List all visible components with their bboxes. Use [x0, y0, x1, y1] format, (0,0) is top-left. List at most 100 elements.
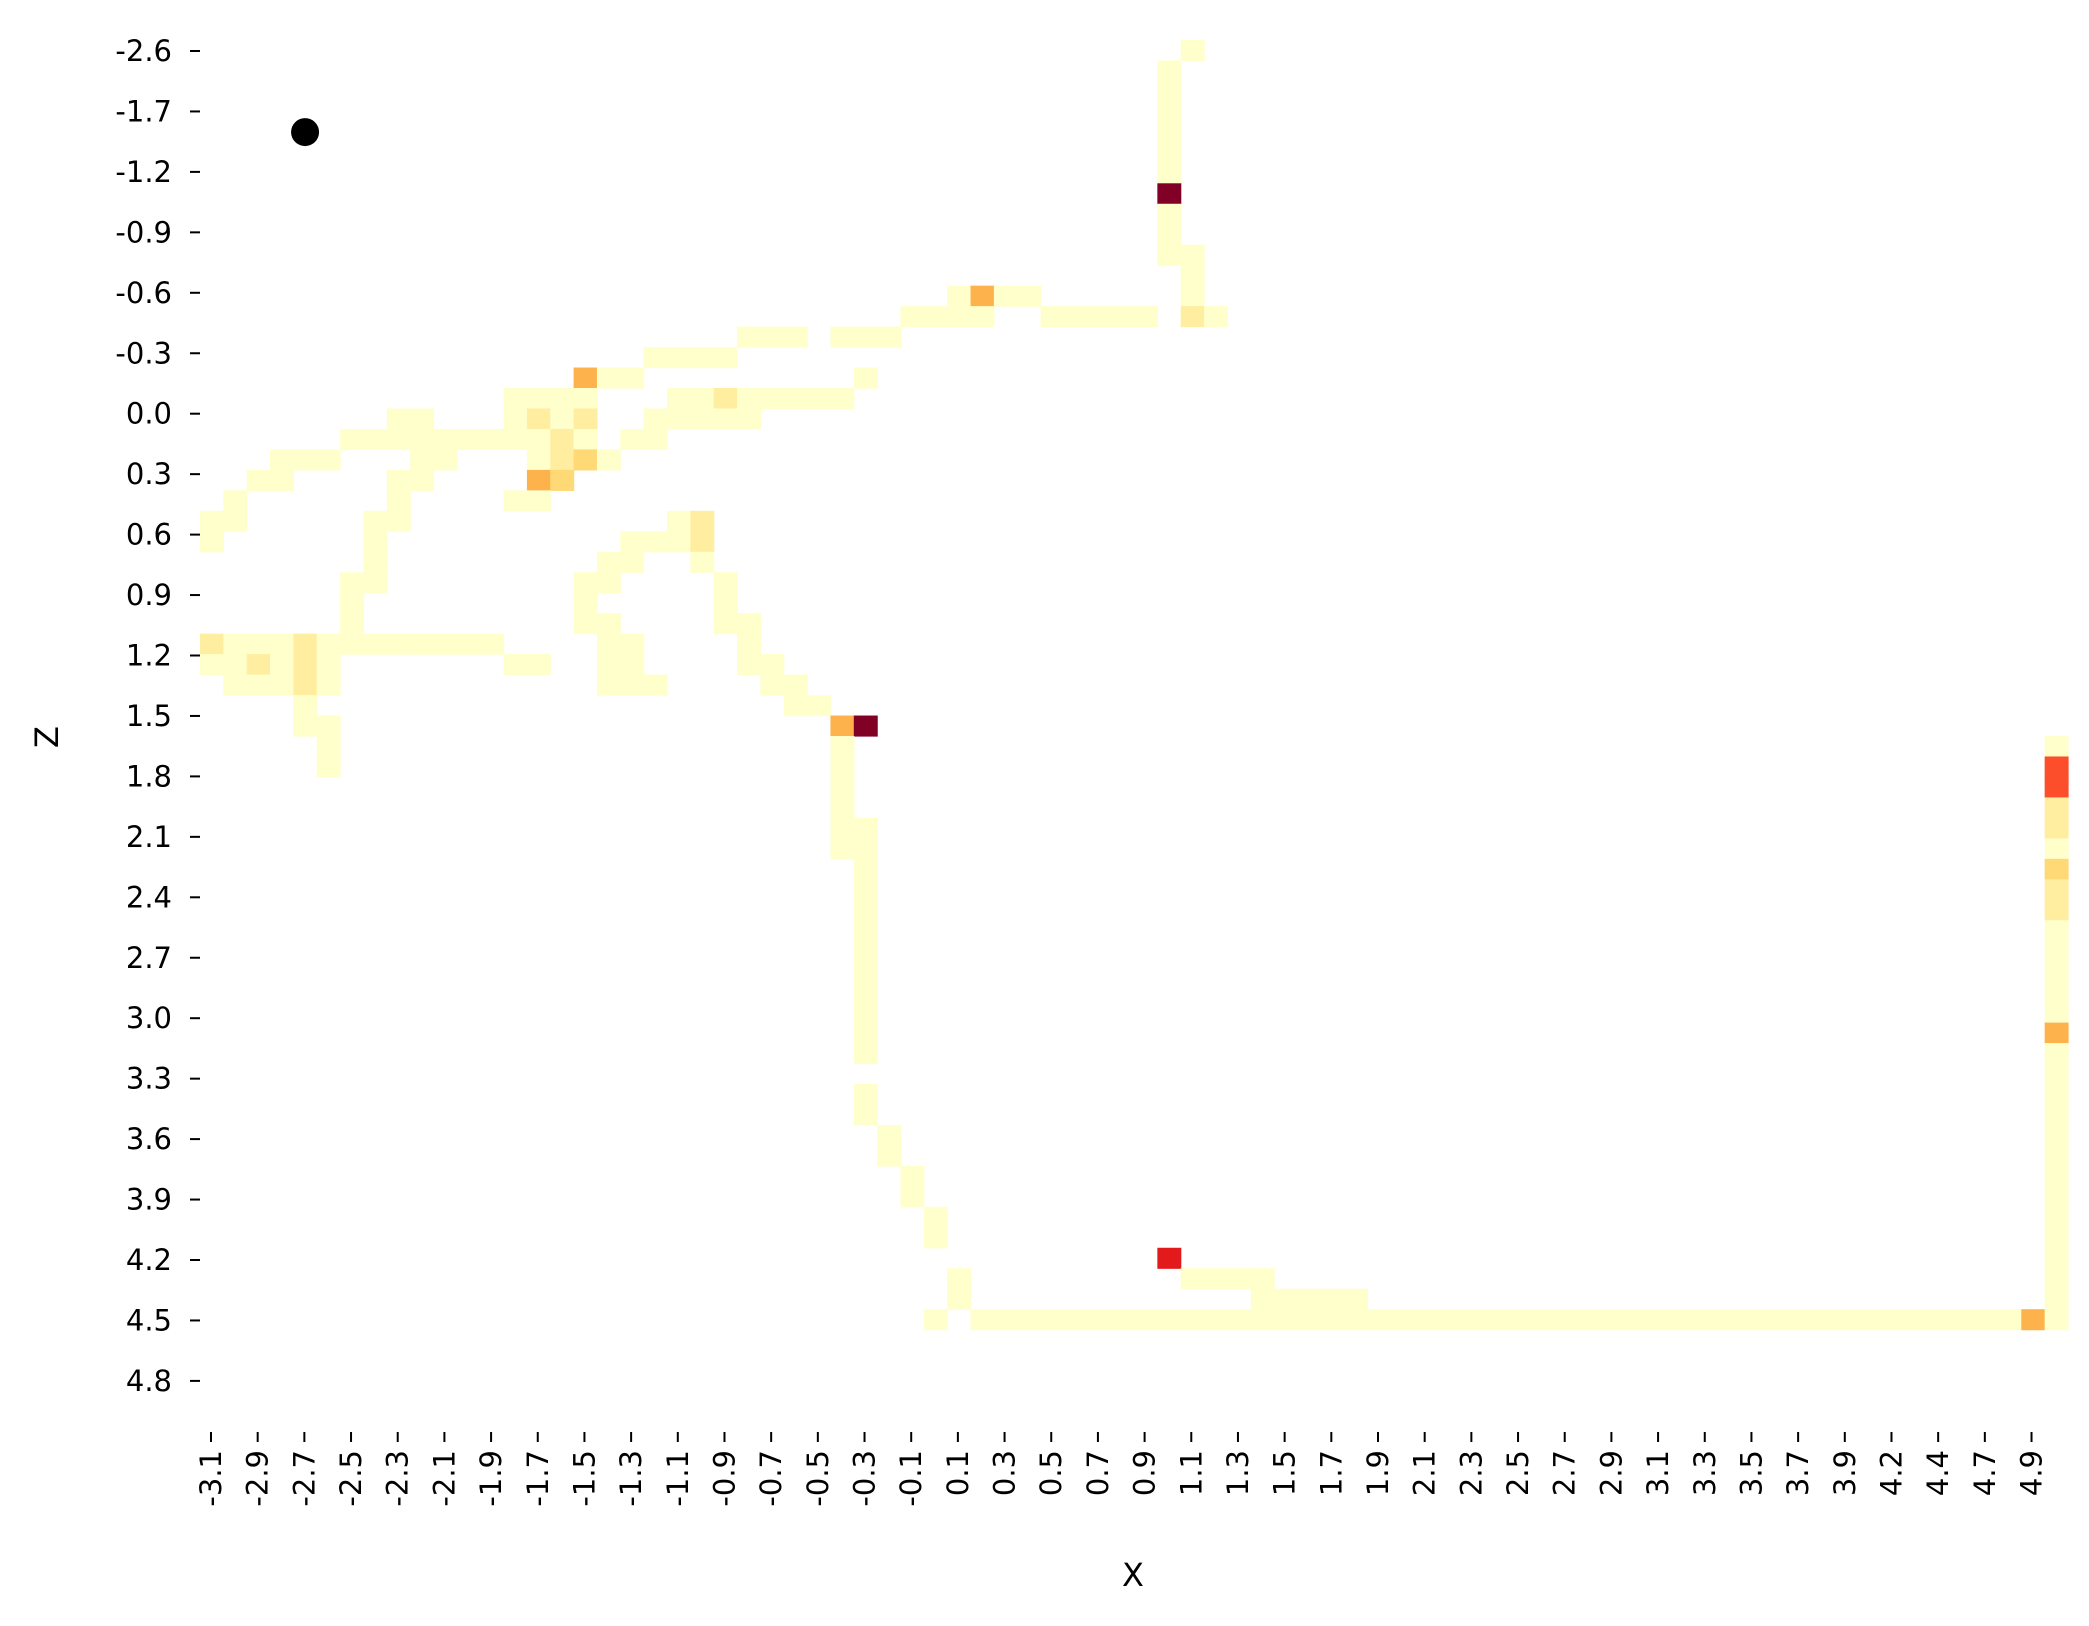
heatmap-cell	[456, 428, 481, 451]
heatmap-cell	[386, 510, 411, 532]
heatmap-cell	[2044, 858, 2069, 880]
heatmap-cell	[2044, 899, 2069, 921]
x-tick-label: 0.3	[988, 1450, 1022, 1496]
heatmap-cell	[690, 347, 715, 369]
heatmap-cell	[877, 326, 902, 348]
heatmap-cell	[246, 633, 271, 655]
heatmap-cell	[596, 449, 621, 471]
heatmap-cell	[620, 674, 645, 696]
heatmap-cell	[2044, 1084, 2069, 1106]
heatmap-cell	[830, 817, 855, 839]
heatmap-cell	[2044, 981, 2069, 1003]
heatmap-cell	[853, 1022, 878, 1044]
x-tick-label: 1.1	[1174, 1450, 1208, 1496]
heatmap-cell	[1157, 244, 1182, 266]
heatmap-cell	[200, 633, 224, 655]
heatmap-cell	[760, 326, 785, 348]
heatmap-cell	[1554, 1309, 1579, 1331]
heatmap-cell	[1227, 1268, 1252, 1290]
heatmap-cell	[760, 674, 785, 696]
x-tick-label: 3.3	[1688, 1450, 1722, 1496]
heatmap-cell	[1157, 142, 1182, 164]
heatmap-cell	[807, 388, 832, 410]
y-tick-label: 2.7	[126, 941, 172, 975]
x-tick-label: -1.7	[521, 1450, 555, 1507]
heatmap-cell	[433, 633, 458, 655]
heatmap-cell	[853, 920, 878, 942]
heatmap-cell	[900, 1165, 925, 1187]
heatmap-cell	[853, 961, 878, 983]
y-tick-label: 4.5	[126, 1303, 172, 1337]
heatmap-cell	[1437, 1309, 1462, 1331]
heatmap-cell	[2044, 797, 2069, 819]
heatmap-cell	[1320, 1288, 1345, 1310]
heatmap-cell	[270, 674, 294, 696]
heatmap-cell	[993, 285, 1018, 307]
heatmap-cell	[1157, 1309, 1182, 1331]
heatmap-cell	[1157, 1247, 1182, 1269]
heatmap-cell	[853, 326, 878, 348]
heatmap-cell	[2021, 1309, 2046, 1331]
heatmap-cell	[853, 1043, 878, 1065]
x-tick-label: 2.3	[1454, 1450, 1488, 1496]
heatmap-cell	[270, 469, 294, 491]
heatmap-cell	[2044, 1186, 2069, 1208]
heatmap-cell	[526, 469, 551, 491]
position-marker	[291, 118, 320, 147]
y-tick-label: -0.9	[115, 215, 172, 249]
heatmap-cell	[200, 654, 224, 676]
heatmap-cell	[1134, 306, 1158, 328]
heatmap-cell	[737, 326, 761, 348]
heatmap-cell	[503, 428, 528, 451]
heatmap-cell	[386, 633, 411, 655]
heatmap-cell	[596, 654, 621, 676]
x-axis-title: X	[1122, 1556, 1144, 1594]
heatmap-cell	[1040, 306, 1065, 328]
heatmap-cell	[1601, 1309, 1625, 1331]
heatmap-cell	[2044, 1002, 2069, 1024]
x-tick-label: -2.7	[287, 1450, 321, 1507]
heatmap-cell	[1017, 1309, 1042, 1331]
x-tick-label: 2.1	[1408, 1450, 1442, 1496]
heatmap-cell	[2044, 756, 2069, 778]
heatmap-cell	[1250, 1288, 1275, 1310]
heatmap-cell	[2044, 776, 2069, 799]
y-tick-label: 3.0	[126, 1001, 172, 1035]
heatmap-cell	[1063, 1309, 1088, 1331]
heatmap-cell	[1764, 1309, 1789, 1331]
heatmap-cell	[1671, 1309, 1695, 1331]
heatmap-cell	[246, 469, 271, 491]
heatmap-cell	[573, 449, 598, 471]
heatmap-cell	[596, 551, 621, 573]
heatmap-cell	[830, 776, 855, 799]
heatmap-cell	[2044, 817, 2069, 839]
heatmap-cell	[550, 388, 575, 410]
heatmap-cell	[947, 1268, 972, 1290]
x-tick-label: -0.1	[894, 1450, 928, 1507]
heatmap-cell	[386, 469, 411, 491]
x-tick-label: 3.5	[1734, 1450, 1768, 1496]
heatmap-cell	[853, 817, 878, 839]
heatmap-cell	[1087, 306, 1112, 328]
x-tick-label: -0.5	[801, 1450, 835, 1507]
heatmap-cell	[596, 674, 621, 696]
x-tick-label: 4.2	[1874, 1450, 1908, 1496]
heatmap-cell	[316, 715, 341, 737]
heatmap-cell	[1204, 306, 1228, 328]
x-axis: -3.1 -2.9 -2.7 -2.5 -2.3 -2.1 -1.9 -1.7 -1.5 -1.3…	[194, 1432, 2049, 1507]
heatmap-cell	[526, 654, 551, 676]
heatmap-cell	[1344, 1288, 1369, 1310]
heatmap-cell	[1040, 1309, 1065, 1331]
heatmap-cell	[1390, 1309, 1415, 1331]
heatmap-cell	[1974, 1309, 1999, 1331]
heatmap-cell	[643, 428, 668, 451]
x-tick-label: 0.5	[1034, 1450, 1068, 1496]
x-tick-label: 3.7	[1781, 1450, 1815, 1496]
x-tick-label: -1.9	[474, 1450, 508, 1507]
x-tick-label: -0.3	[848, 1450, 882, 1507]
heatmap-cell	[667, 347, 691, 369]
heatmap-cell	[667, 408, 691, 430]
heatmap-cell	[643, 674, 668, 696]
x-tick-label: -1.5	[567, 1450, 601, 1507]
